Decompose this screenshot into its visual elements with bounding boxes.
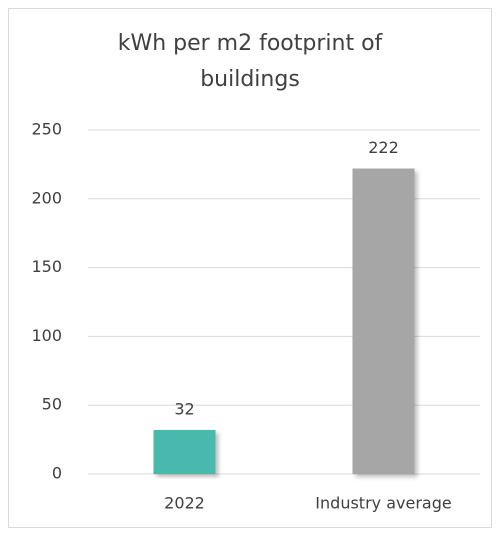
- y-tick-label: 50: [42, 395, 62, 414]
- y-tick-label: 150: [31, 257, 62, 276]
- x-tick-label: Industry average: [315, 494, 451, 513]
- chart-border: [8, 8, 492, 528]
- data-label: 32: [174, 399, 194, 418]
- bar: [153, 429, 216, 474]
- y-tick-label: 250: [31, 120, 62, 139]
- x-tick-label: 2022: [164, 494, 205, 513]
- y-tick-label: 200: [31, 188, 62, 207]
- bar: [352, 168, 415, 474]
- y-tick-label: 100: [31, 326, 62, 345]
- y-tick-label: 0: [52, 464, 62, 483]
- data-label: 222: [368, 138, 399, 157]
- chart-title: kWh per m2 footprint of buildings: [117, 31, 383, 92]
